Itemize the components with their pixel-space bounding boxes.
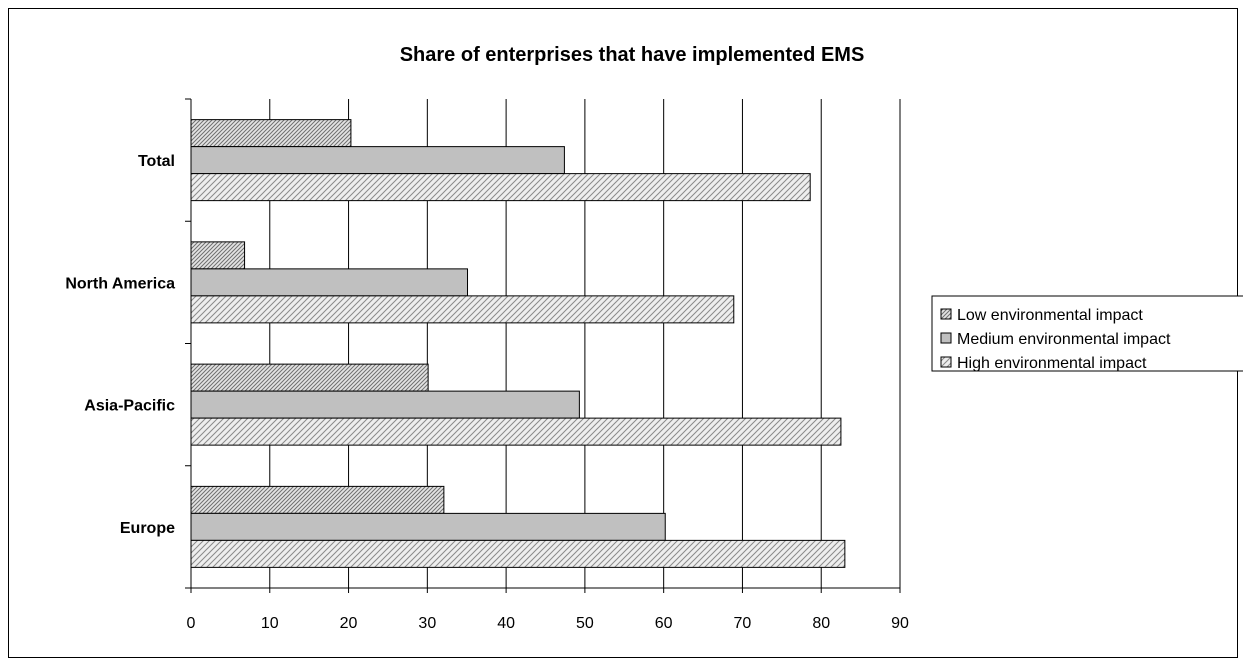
legend-box xyxy=(931,295,1243,372)
bar-high-environmental-impact-total xyxy=(190,173,811,202)
x-tick-label: 50 xyxy=(576,615,594,632)
x-tick-label: 30 xyxy=(418,615,436,632)
x-tick-label: 60 xyxy=(655,615,673,632)
bar-low-environmental-impact-europe xyxy=(190,485,445,514)
category-label: Asia-Pacific xyxy=(84,398,175,415)
legend-swatch xyxy=(940,308,952,320)
category-label: North America xyxy=(65,275,175,292)
x-tick-label: 90 xyxy=(891,615,909,632)
bar-high-environmental-impact-asia-pacific xyxy=(190,417,842,446)
bars xyxy=(190,119,846,568)
legend: Low environmental impact Medium environme… xyxy=(931,295,1243,372)
bar-high-environmental-impact-europe xyxy=(190,539,846,568)
x-tick-label: 80 xyxy=(812,615,830,632)
x-tick-label: 10 xyxy=(261,615,279,632)
legend-label: High environmental impact xyxy=(957,355,1147,372)
x-tick-label: 40 xyxy=(497,615,515,632)
x-tick-label: 20 xyxy=(340,615,358,632)
axes xyxy=(185,98,901,593)
bar-medium-environmental-impact-total xyxy=(190,146,565,175)
legend-label: Medium environmental impact xyxy=(957,331,1171,348)
bar-low-environmental-impact-total xyxy=(190,119,352,148)
category-label: Total xyxy=(138,153,175,170)
legend-label: Low environmental impact xyxy=(957,307,1143,324)
bar-low-environmental-impact-north-america xyxy=(190,241,246,270)
bar-medium-environmental-impact-europe xyxy=(190,512,666,541)
bar-medium-environmental-impact-north-america xyxy=(190,268,469,297)
bar-low-environmental-impact-asia-pacific xyxy=(190,363,429,392)
x-tick-label: 0 xyxy=(187,615,196,632)
bar-high-environmental-impact-north-america xyxy=(190,295,735,324)
legend-swatch xyxy=(940,356,952,368)
x-tick-labels: 0 10 20 30 40 50 60 70 80 90 xyxy=(187,615,909,632)
category-labels: Total North America Asia-Pacific Europe xyxy=(65,153,175,537)
bar-medium-environmental-impact-asia-pacific xyxy=(190,390,580,419)
category-label: Europe xyxy=(120,520,175,537)
x-tick-label: 70 xyxy=(734,615,752,632)
chart-title: Share of enterprises that have implement… xyxy=(400,44,865,66)
legend-swatch xyxy=(940,332,952,344)
